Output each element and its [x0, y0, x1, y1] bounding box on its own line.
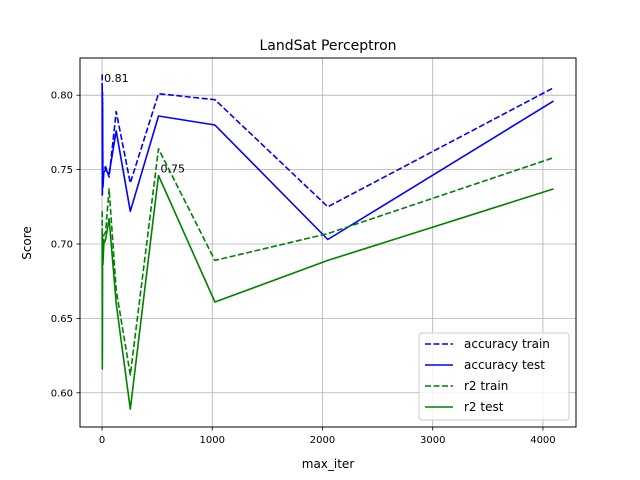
legend: accuracy train accuracy test r2 train r2 te… [418, 332, 570, 421]
y-tick-label: 0.65 [51, 314, 73, 325]
x-axis-label: max_iter [302, 457, 355, 471]
plot-frame [79, 57, 577, 428]
legend-label: accuracy test [464, 358, 545, 372]
x-tick-label: 2000 [310, 435, 335, 446]
series-line-accuracy-test [101, 84, 554, 241]
x-tick-label: 0 [99, 435, 105, 446]
grid [80, 58, 576, 427]
data-annotation: 0.75 [160, 163, 185, 176]
legend-label: r2 test [464, 400, 504, 414]
x-tick-label: 4000 [530, 435, 555, 446]
y-tick-label: 0.60 [51, 388, 73, 399]
y-tick-label: 0.75 [51, 165, 73, 176]
legend-box [418, 332, 570, 421]
series-line-r2-test [101, 174, 554, 410]
x-tick-label: 3000 [420, 435, 445, 446]
axis-ticks: 0 1000 2000 3000 4000 0.60 0.65 0.70 0.75 0.80 [51, 91, 556, 446]
legend-label: accuracy train [464, 337, 550, 351]
y-axis-label: Score [20, 226, 34, 260]
series-layer [101, 74, 554, 410]
y-tick-label: 0.80 [51, 91, 73, 102]
legend-label: r2 train [464, 379, 508, 393]
x-tick-label: 1000 [200, 435, 225, 446]
annotations: 0.81 0.75 [104, 72, 185, 176]
chart-title: LandSat Perceptron [259, 38, 396, 54]
y-tick-label: 0.70 [51, 239, 73, 250]
data-annotation: 0.81 [104, 72, 129, 85]
